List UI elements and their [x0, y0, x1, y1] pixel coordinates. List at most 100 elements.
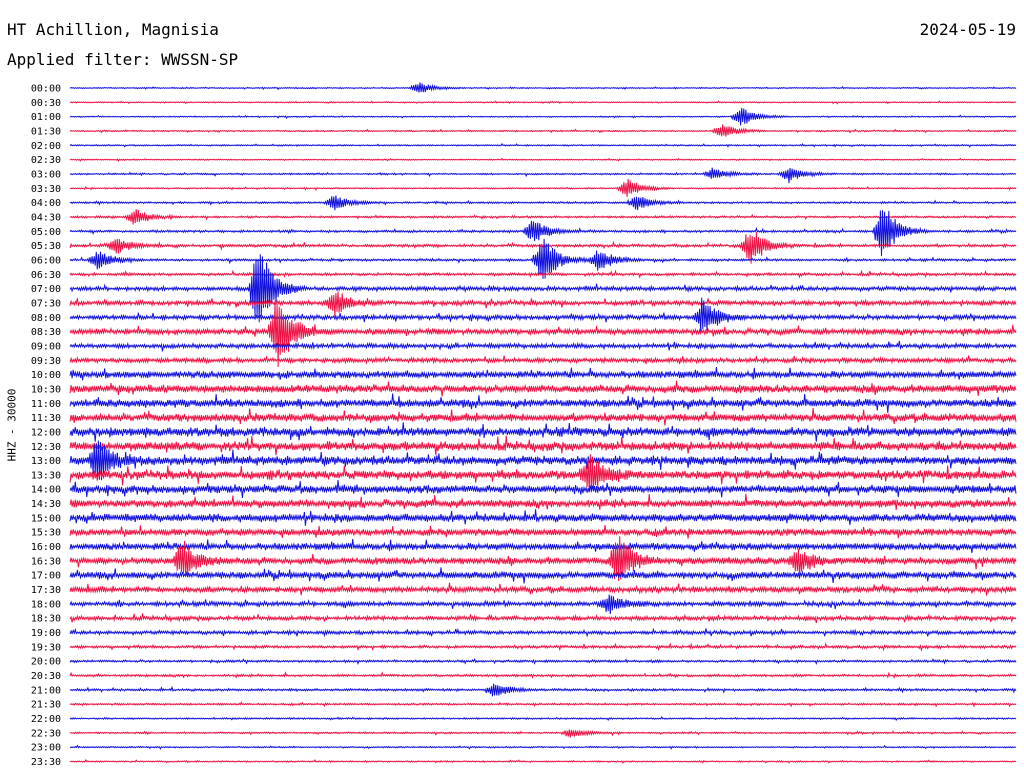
seismogram-trace [69, 627, 1017, 638]
time-tick-label: 14:00 [31, 485, 61, 496]
seismogram-trace [69, 82, 1017, 93]
seismogram-trace [69, 340, 1017, 352]
seismogram-trace [69, 683, 1017, 697]
seismogram-trace [69, 167, 1017, 184]
time-tick-label: 12:30 [31, 442, 61, 453]
time-tick-label: 08:30 [31, 327, 61, 338]
time-tick-label: 22:30 [31, 728, 61, 739]
time-tick-label: 00:00 [31, 84, 61, 95]
seismogram-trace [69, 355, 1017, 365]
seismogram-trace [69, 525, 1017, 539]
seismogram-trace [69, 297, 1017, 333]
time-tick-label: 09:30 [31, 356, 61, 367]
seismogram-trace [69, 594, 1017, 615]
seismogram-trace [69, 142, 1017, 148]
time-tick-label: 15:00 [31, 513, 61, 524]
seismogram-trace [69, 701, 1017, 708]
seismogram-trace [69, 539, 1017, 553]
time-tick-label: 08:00 [31, 313, 61, 324]
time-tick-label: 15:30 [31, 528, 61, 539]
seismogram-trace [69, 657, 1017, 665]
seismogram-trace [69, 435, 1017, 456]
seismogram-trace [69, 238, 1017, 279]
time-tick-label: 05:00 [31, 227, 61, 238]
seismogram-trace [69, 642, 1017, 652]
time-tick-label: 01:00 [31, 112, 61, 123]
time-tick-label: 11:00 [31, 399, 61, 410]
seismogram-trace [69, 758, 1017, 765]
tick-label-group: 00:00 00:30 01:00 01:30 02:00 02:30 03:00 03:30… [31, 84, 61, 769]
seismogram-trace [69, 744, 1017, 750]
time-tick-label: 21:30 [31, 700, 61, 711]
seismogram-trace [69, 582, 1017, 596]
seismogram-trace [69, 671, 1017, 679]
time-tick-label: 19:00 [31, 628, 61, 639]
seismogram-trace [69, 536, 1017, 582]
seismogram-trace [69, 157, 1017, 162]
seismogram-trace [69, 179, 1017, 197]
time-tick-label: 16:00 [31, 542, 61, 553]
seismogram-trace [69, 367, 1017, 381]
time-tick-label: 20:00 [31, 657, 61, 668]
seismogram-trace [69, 124, 1017, 137]
time-tick-label: 17:30 [31, 585, 61, 596]
time-tick-label: 02:00 [31, 141, 61, 152]
seismogram-trace [69, 407, 1017, 426]
seismogram-trace [69, 613, 1017, 624]
time-tick-label: 00:30 [31, 98, 61, 109]
seismogram-trace [69, 380, 1017, 397]
time-tick-label: 07:00 [31, 284, 61, 295]
time-tick-label: 12:00 [31, 427, 61, 438]
time-tick-label: 16:30 [31, 556, 61, 567]
filter-label: Applied filter: WWSSN-SP [7, 50, 239, 69]
time-tick-label: 03:00 [31, 169, 61, 180]
seismogram-trace [69, 440, 1017, 481]
time-tick-label: 21:00 [31, 685, 61, 696]
time-tick-label: 22:00 [31, 714, 61, 725]
time-tick-label: 06:00 [31, 255, 61, 266]
seismogram-trace [69, 107, 1017, 126]
time-tick-label: 10:30 [31, 384, 61, 395]
date-label: 2024-05-19 [919, 20, 1016, 39]
seismogram-trace [69, 393, 1017, 413]
seismogram-trace [69, 300, 1017, 368]
seismogram-trace [69, 422, 1017, 442]
time-tick-label: 13:00 [31, 456, 61, 467]
time-tick-label: 17:00 [31, 571, 61, 582]
time-tick-label: 04:30 [31, 212, 61, 223]
time-tick-label: 20:30 [31, 671, 61, 682]
seismogram-trace [69, 479, 1017, 498]
time-tick-label: 18:00 [31, 599, 61, 610]
time-tick-label: 19:30 [31, 642, 61, 653]
seismogram-trace [69, 715, 1017, 722]
seismogram-trace [69, 100, 1017, 105]
station-title: HT Achillion, Magnisia [7, 20, 219, 39]
time-tick-label: 14:30 [31, 499, 61, 510]
seismogram-trace [69, 729, 1017, 738]
time-tick-label: 23:00 [31, 743, 61, 754]
seismogram-trace [69, 493, 1017, 511]
time-tick-label: 04:00 [31, 198, 61, 209]
time-tick-label: 23:30 [31, 757, 61, 768]
seismogram-trace [69, 195, 1017, 211]
seismogram-trace [69, 509, 1017, 526]
seismogram-trace [69, 254, 1017, 323]
seismogram-trace [69, 454, 1017, 493]
time-tick-label: 10:00 [31, 370, 61, 381]
time-tick-label: 13:30 [31, 470, 61, 481]
time-tick-label: 07:30 [31, 298, 61, 309]
time-tick-label: 02:30 [31, 155, 61, 166]
trace-group [69, 82, 1017, 765]
time-tick-label: 01:30 [31, 126, 61, 137]
seismogram-trace [69, 209, 1017, 225]
time-tick-label: 06:30 [31, 270, 61, 281]
time-tick-label: 05:30 [31, 241, 61, 252]
seismogram-trace [69, 210, 1017, 257]
seismogram-trace [69, 567, 1017, 584]
seismogram-trace [69, 269, 1017, 279]
time-tick-label: 11:30 [31, 413, 61, 424]
seismogram-trace [69, 291, 1017, 317]
seismogram-trace [69, 232, 1017, 264]
time-tick-label: 18:30 [31, 614, 61, 625]
